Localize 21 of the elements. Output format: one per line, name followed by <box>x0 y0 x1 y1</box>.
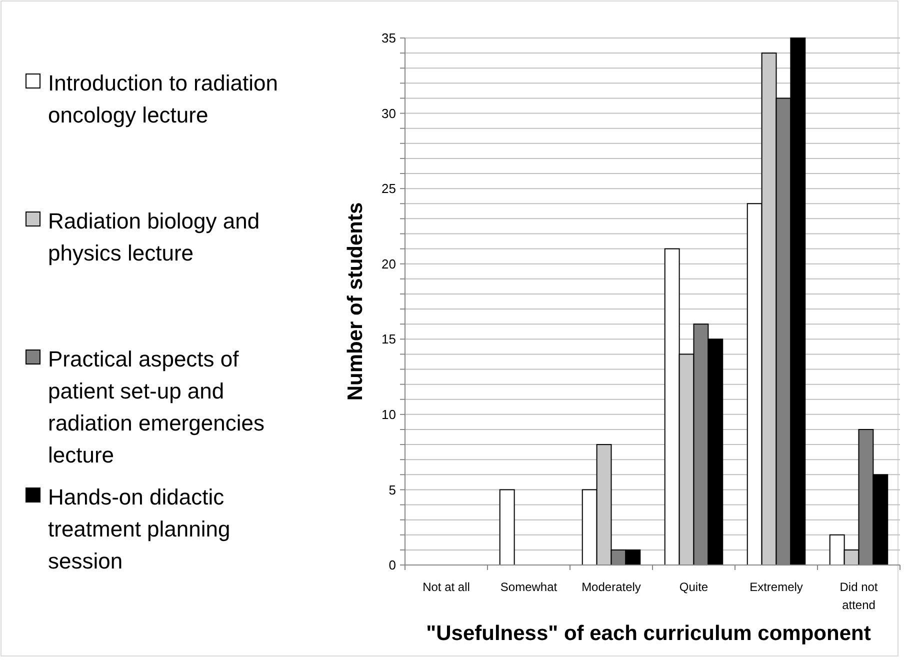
legend-label: Practical aspects of patient set-up and radiation emergencies lecture <box>48 346 264 468</box>
y-tick-label: 35 <box>382 30 396 46</box>
bar <box>499 489 515 566</box>
y-tick-label: 10 <box>382 406 396 422</box>
x-tick-label: Quite <box>679 580 708 594</box>
x-axis-title: "Usefulness" of each curriculum component <box>426 622 871 645</box>
y-tick-label: 0 <box>388 558 396 573</box>
legend-label: Hands-on didactic treatment planning session <box>48 484 230 574</box>
x-tick-label: Moderately <box>582 580 641 594</box>
x-tick-label: Extremely <box>750 580 803 594</box>
y-tick-label: 25 <box>382 181 396 196</box>
y-axis-title: Number of students <box>344 202 367 401</box>
y-tick-label: 20 <box>382 256 396 272</box>
x-tick-label: Somewhat <box>500 580 558 594</box>
y-tick-label: 30 <box>382 106 396 121</box>
legend-label: Radiation biology and physics lecture <box>48 208 260 266</box>
x-tick-label: Not at all <box>422 580 470 594</box>
legend-label: Introduction to radiation oncology lecture <box>48 70 278 128</box>
y-tick-label: 15 <box>382 332 396 347</box>
x-tick-label: Did not attend <box>840 580 878 612</box>
y-tick-label: 5 <box>388 482 396 498</box>
